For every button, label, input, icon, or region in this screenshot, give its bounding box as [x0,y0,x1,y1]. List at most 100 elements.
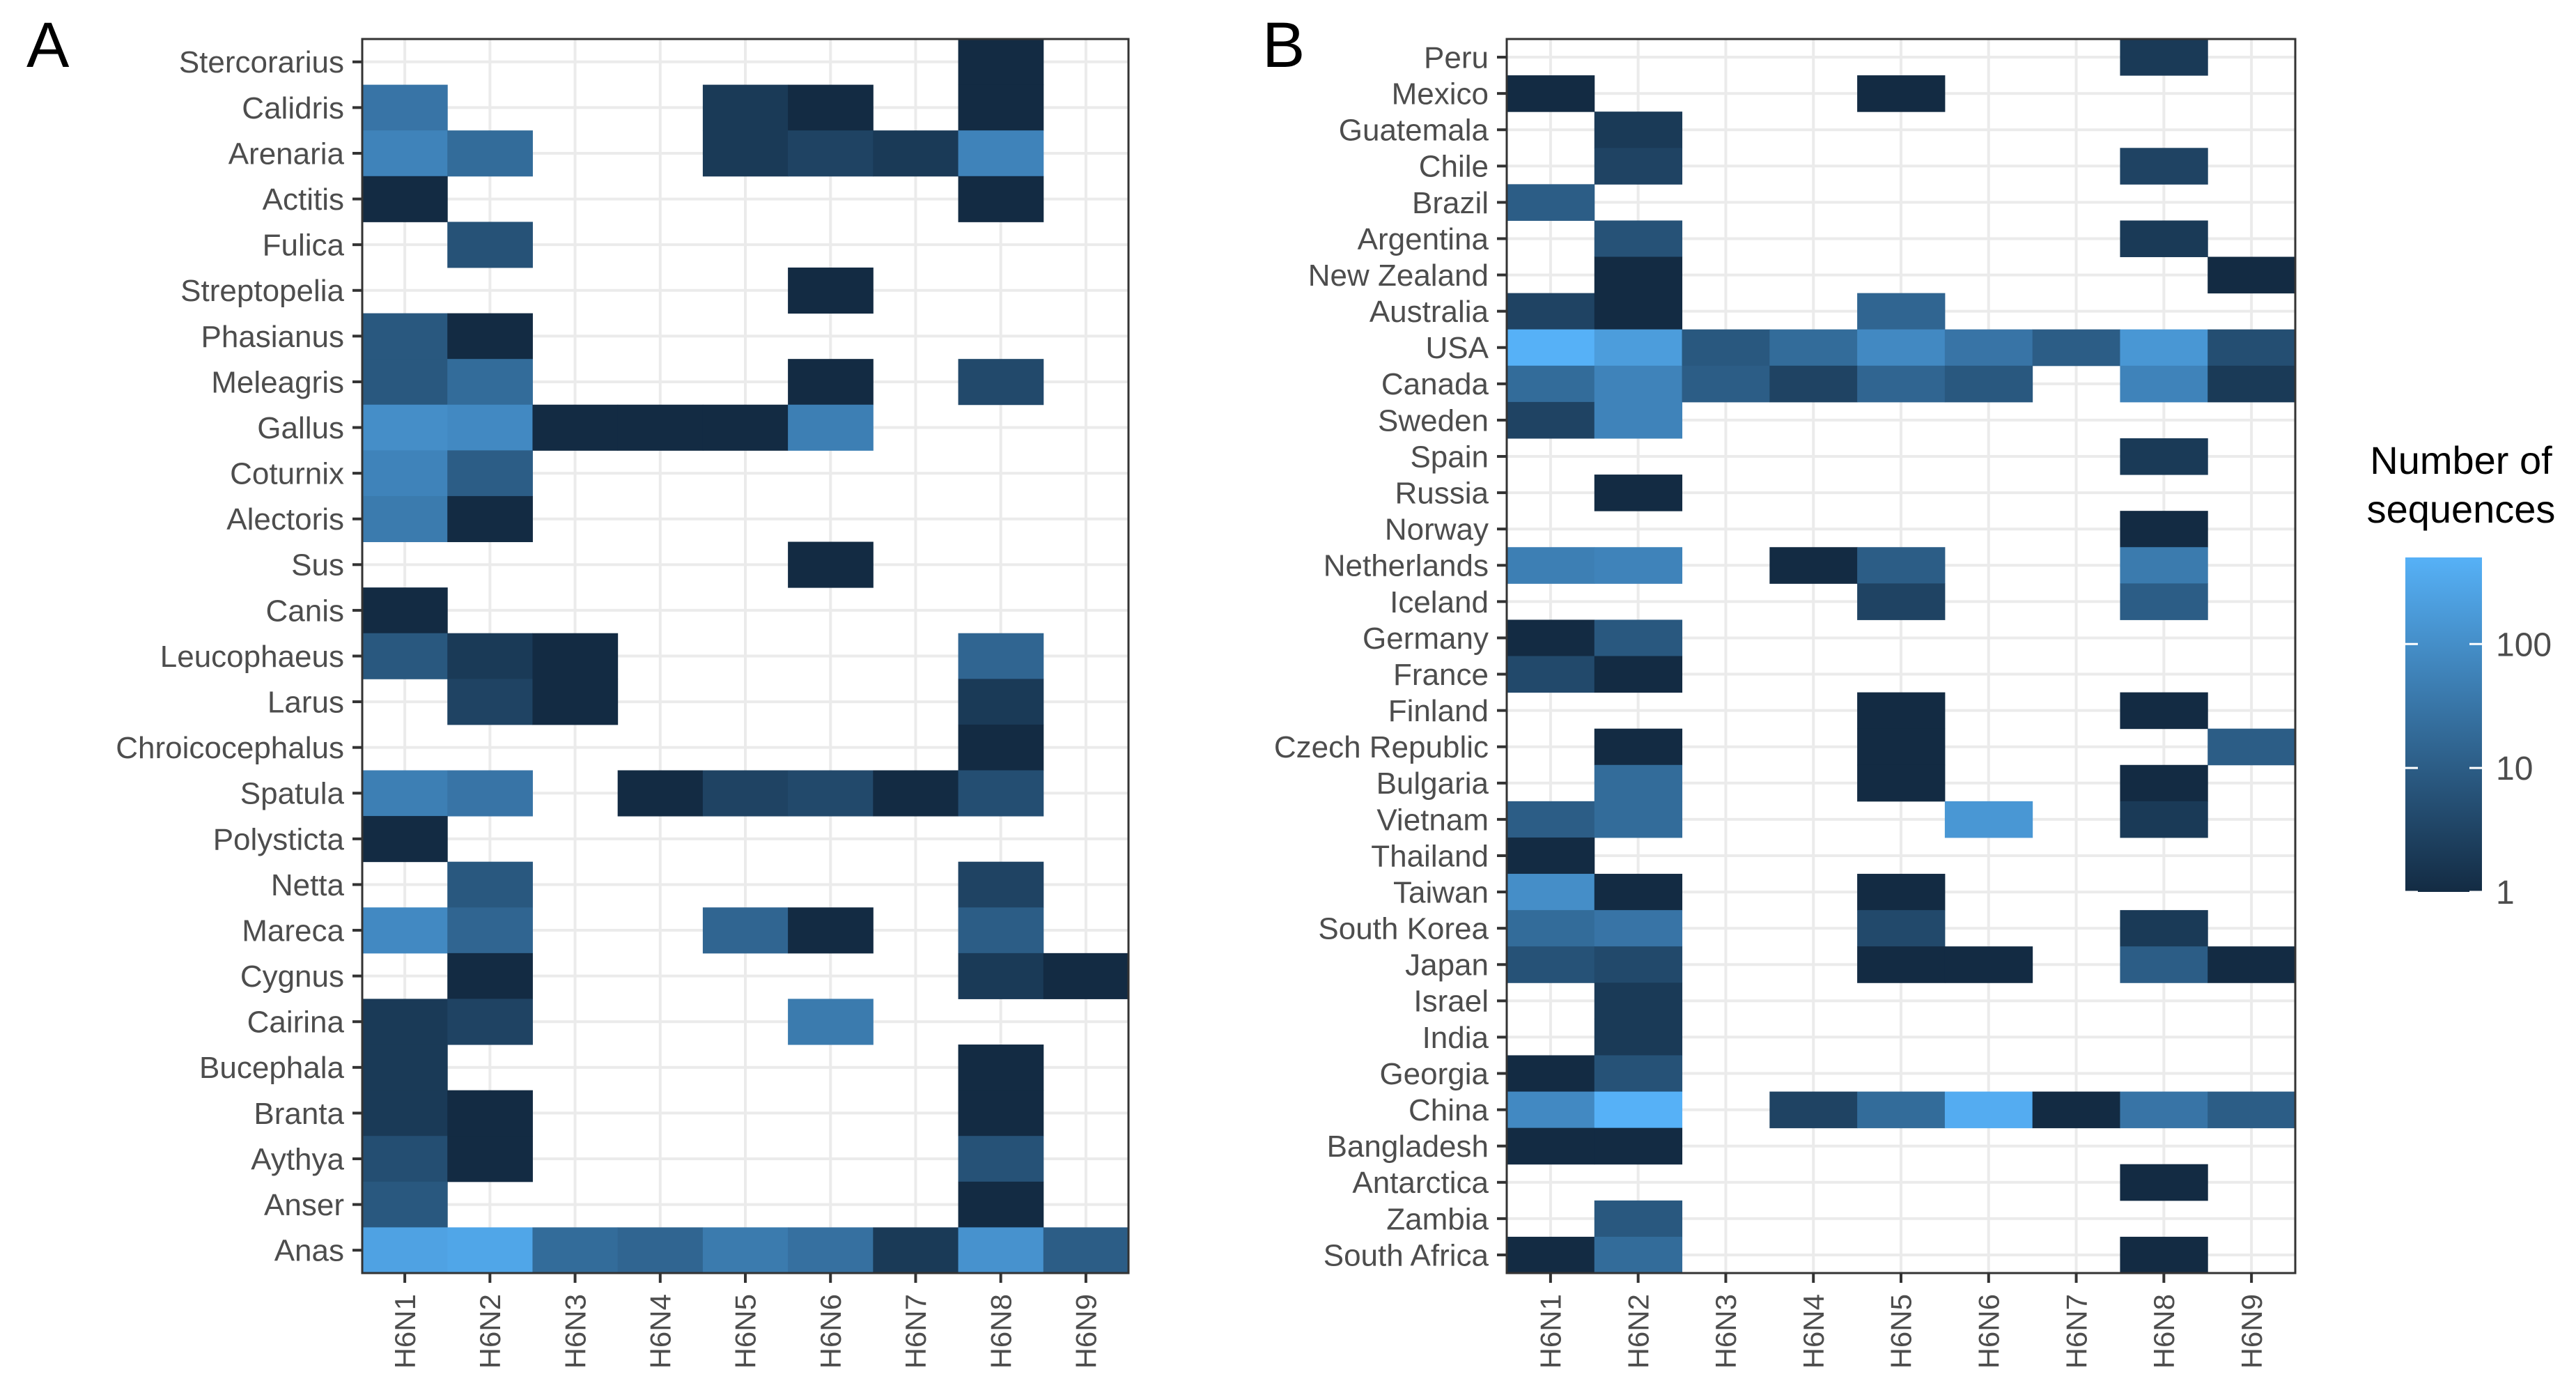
y-tick-label-antarctica: Antarctica [1352,1166,1489,1200]
heatmap-cell-vietnam-h6n6: Vietnam H6N6: 150 [1944,801,2033,838]
heatmap-cell-usa-h6n1: USA H6N1: 500 [1507,329,1595,367]
heatmap-cell-china-h6n2: China H6N2: 500 [1594,1091,1683,1129]
heatmap-cell-gallus-h6n2: Gallus H6N2: 80 [447,404,533,451]
heatmap-cell-germany-h6n2: Germany H6N2: 8 [1594,619,1683,656]
x-tick-label-h6n6: H6N6 [1972,1294,2005,1369]
heatmap-cell-japan-h6n2: Japan H6N2: 4 [1594,946,1683,983]
heatmap-cell-stercorarius-h6n8: Stercorarius H6N8: 1 [958,39,1044,86]
heatmap-cell-bulgaria-h6n2: Bulgaria H6N2: 20 [1594,764,1683,802]
heatmap-cell-germany-h6n1: Germany H6N1: 1 [1507,619,1595,656]
heatmap-cell-calidris-h6n6: Calidris H6N6: 1 [788,84,874,131]
heatmap-cell-coturnix-h6n1: Coturnix H6N1: 60 [362,450,448,497]
heatmap-cell-chile-h6n2: Chile H6N2: 3 [1594,148,1683,185]
y-tick-label-sweden: Sweden [1378,403,1489,438]
legend-tick-label-100: 100 [2496,626,2552,663]
legend-tick-label-1: 1 [2496,874,2515,911]
y-tick-label-meleagris: Meleagris [211,365,344,399]
x-tick-label-h6n2: H6N2 [474,1294,506,1369]
heatmap-cell-anas-h6n9: Anas H6N9: 10 [1043,1227,1129,1274]
heatmap-cell-russia-h6n2: Russia H6N2: 1 [1594,475,1683,511]
heatmap-cell-new-zealand-h6n9: New Zealand H6N9: 1 [2208,256,2296,294]
heatmap-cell-arenaria-h6n5: Arenaria H6N5: 2 [702,130,789,177]
y-tick-label-brazil: Brazil [1412,186,1489,220]
heatmap-cell-mareca-h6n2: Mareca H6N2: 15 [447,907,533,954]
heatmap-cell-spatula-h6n7: Spatula H6N7: 1 [873,770,959,817]
heatmap-cell-japan-h6n1: Japan H6N1: 6 [1507,946,1595,983]
heatmap-cell-gallus-h6n3: Gallus H6N3: 1 [532,404,619,451]
heatmap-cell-usa-h6n7: USA H6N7: 10 [2032,329,2120,367]
panel-b-label: B [1262,10,1305,81]
heatmap-cell-india-h6n2: India H6N2: 2 [1594,1019,1683,1056]
y-tick-label-peru: Peru [1424,40,1489,75]
y-tick-label-australia: Australia [1370,295,1489,329]
legend-ticks: 100 10 1 [2405,626,2552,911]
heatmap-cell-polysticta-h6n1: Polysticta H6N1: 1 [362,816,448,863]
heatmap-cell-iceland-h6n5: Iceland H6N5: 3 [1857,583,1946,620]
heatmap-cell-japan-h6n9: Japan H6N9: 1 [2208,946,2296,983]
heatmap-cell-alectoris-h6n1: Alectoris H6N1: 40 [362,495,448,543]
heatmap-cell-argentina-h6n2: Argentina H6N2: 6 [1594,220,1683,258]
panel-a-heatmap-cells: Stercorarius H6N8: 1 Calidris H6N1: 30 Cal… [362,39,1129,1274]
heatmap-cell-south-africa-h6n8: South Africa H6N8: 1 [2120,1236,2208,1274]
heatmap-cell-china-h6n5: China H6N5: 20 [1857,1091,1946,1129]
heatmap-cell-cairina-h6n1: Cairina H6N1: 2 [362,999,448,1045]
heatmap-cell-canada-h6n3: Canada H6N3: 10 [1682,365,1770,403]
heatmap-cell-guatemala-h6n2: Guatemala H6N2: 2 [1594,111,1683,148]
x-tick-label-h6n1: H6N1 [389,1294,421,1369]
x-tick-label-h6n1: H6N1 [1535,1294,1567,1369]
heatmap-cell-coturnix-h6n2: Coturnix H6N2: 10 [447,450,533,497]
heatmap-cell-canada-h6n8: Canada H6N8: 60 [2120,365,2208,403]
x-tick-label-h6n8: H6N8 [2148,1294,2180,1369]
y-tick-label-netta: Netta [271,868,345,902]
heatmap-cell-gallus-h6n5: Gallus H6N5: 1 [702,404,789,451]
heatmap-cell-arenaria-h6n8: Arenaria H6N8: 60 [958,130,1044,177]
heatmap-cell-canada-h6n1: Canada H6N1: 20 [1507,365,1595,403]
heatmap-cell-phasianus-h6n1: Phasianus H6N1: 8 [362,313,448,360]
y-tick-label-larus: Larus [267,685,344,719]
heatmap-cell-japan-h6n8: Japan H6N8: 10 [2120,946,2208,983]
heatmap-cell-bucephala-h6n8: Bucephala H6N8: 1 [958,1045,1044,1091]
heatmap-cell-netherlands-h6n2: Netherlands H6N2: 60 [1594,547,1683,584]
heatmap-cell-taiwan-h6n2: Taiwan H6N2: 1 [1594,874,1683,911]
legend-tick-label-10: 10 [2496,750,2533,787]
x-tick-label-h6n5: H6N5 [729,1294,762,1369]
panel-b: B Peru H6N8: 2 Mexico H6N1: 1 Mexico H6N5:… [1262,10,2297,1369]
y-tick-label-bangladesh: Bangladesh [1327,1130,1489,1164]
heatmap-cell-spatula-h6n6: Spatula H6N6: 4 [788,770,874,817]
y-tick-label-usa: USA [1426,331,1489,365]
heatmap-cell-south-africa-h6n1: South Africa H6N1: 1 [1507,1236,1595,1274]
y-tick-label-spain: Spain [1410,440,1489,474]
heatmap-cell-japan-h6n6: Japan H6N6: 1 [1944,946,2033,983]
x-tick-label-h6n4: H6N4 [644,1294,676,1369]
heatmap-cell-canada-h6n5: Canada H6N5: 15 [1857,365,1946,403]
heatmap-cell-usa-h6n6: USA H6N6: 30 [1944,329,2033,367]
x-tick-label-h6n8: H6N8 [984,1294,1017,1369]
panel-b-x-axis: H6N1 H6N2 H6N3 H6N4 H6N5 H6N6 H6N7 H6N8 H6N9 [1535,1273,2268,1369]
heatmap-cell-phasianus-h6n2: Phasianus H6N2: 1 [447,313,533,360]
panel-b-y-axis: PeruMexicoGuatemalaChileBrazilArgentinaN… [1274,40,1507,1272]
heatmap-cell-anas-h6n1: Anas H6N1: 250 [362,1227,448,1274]
heatmap-cell-czech-republic-h6n9: Czech Republic H6N9: 10 [2208,728,2296,766]
y-tick-label-spatula: Spatula [240,777,345,811]
heatmap-cell-taiwan-h6n1: Taiwan H6N1: 100 [1507,874,1595,911]
y-tick-label-actitis: Actitis [263,183,344,217]
heatmap-cell-sus-h6n6: Sus H6N6: 1 [788,541,874,588]
heatmap-cell-new-zealand-h6n2: New Zealand H6N2: 1 [1594,256,1683,294]
heatmap-cell-netherlands-h6n5: Netherlands H6N5: 10 [1857,547,1946,584]
heatmap-cell-china-h6n1: China H6N1: 80 [1507,1091,1595,1129]
y-tick-label-leucophaeus: Leucophaeus [160,640,344,674]
y-tick-label-streptopelia: Streptopelia [180,274,344,308]
heatmap-cell-netta-h6n8: Netta H6N8: 3 [958,861,1044,908]
y-tick-label-anas: Anas [274,1234,344,1268]
y-tick-label-fulica: Fulica [263,229,345,263]
heatmap-cell-usa-h6n5: USA H6N5: 80 [1857,329,1946,367]
heatmap-cell-mareca-h6n6: Mareca H6N6: 1 [788,907,874,954]
x-tick-label-h6n9: H6N9 [2235,1294,2268,1369]
heatmap-cell-larus-h6n2: Larus H6N2: 3 [447,679,533,725]
heatmap-cell-thailand-h6n1: Thailand H6N1: 1 [1507,837,1595,874]
y-tick-label-vietnam: Vietnam [1376,803,1489,837]
heatmap-cell-canada-h6n6: Canada H6N6: 8 [1944,365,2033,403]
heatmap-cell-calidris-h6n1: Calidris H6N1: 30 [362,84,448,131]
y-tick-label-aythya: Aythya [251,1142,344,1176]
x-tick-label-h6n7: H6N7 [2060,1294,2093,1369]
